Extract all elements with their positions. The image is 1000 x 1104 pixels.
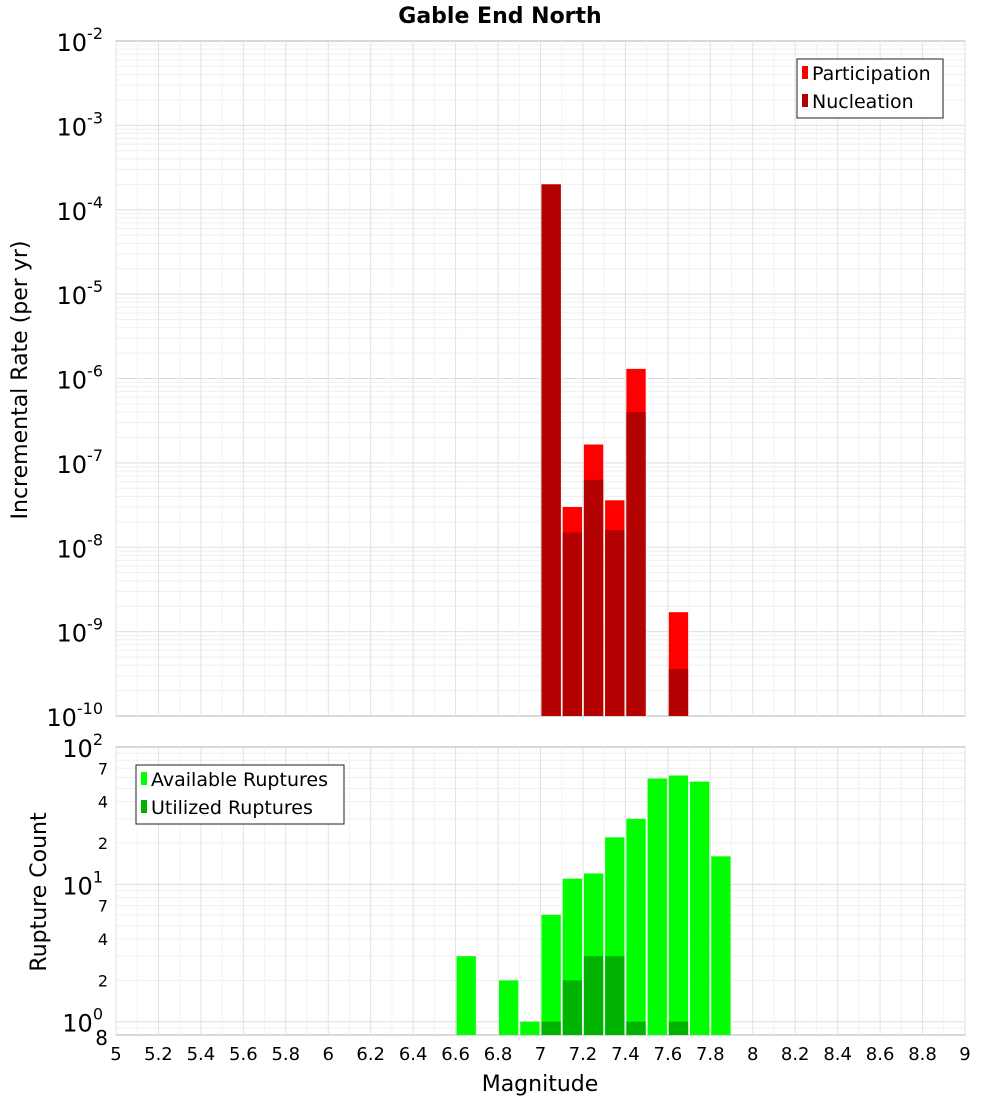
- bar-utilized-ruptures: [626, 1021, 646, 1035]
- y-axis-label-rate: Incremental Rate (per yr): [8, 241, 33, 520]
- y-tick-label: 2: [98, 834, 108, 853]
- bar-nucleation: [541, 184, 561, 717]
- x-tick-label: 5.2: [144, 1044, 173, 1065]
- y-tick-label: 10-9: [57, 615, 104, 648]
- x-tick-label: 6.4: [399, 1044, 428, 1065]
- y-tick-label: 4: [98, 793, 108, 812]
- x-tick-label: 8.6: [866, 1044, 895, 1065]
- y-tick-label: 7: [98, 897, 108, 916]
- x-tick-label: 6.6: [441, 1044, 470, 1065]
- chart-title: Gable End North: [398, 4, 601, 29]
- legend-label: Nucleation: [812, 91, 914, 113]
- bar-utilized-ruptures: [605, 956, 625, 1035]
- x-tick-label: 8.2: [781, 1044, 810, 1065]
- legend-box: [135, 764, 345, 825]
- bar-nucleation: [626, 412, 646, 716]
- x-tick-label: 5: [110, 1044, 121, 1065]
- bar-nucleation: [562, 532, 582, 716]
- y-tick-label: 10-4: [57, 193, 104, 226]
- bar-available-ruptures: [499, 980, 519, 1035]
- y-tick-label: 10-8: [57, 530, 104, 563]
- bar-utilized-ruptures: [668, 1021, 689, 1035]
- y-tick-label: 10-3: [57, 108, 104, 141]
- x-tick-label: 6.2: [356, 1044, 385, 1065]
- legend-label: Participation: [812, 63, 931, 85]
- x-tick-label: 7: [535, 1044, 546, 1065]
- legend-swatch: [141, 800, 147, 813]
- x-tick-label: 8.8: [908, 1044, 937, 1065]
- bar-available-ruptures: [541, 914, 561, 1035]
- x-tick-label: 7.8: [696, 1044, 725, 1065]
- bar-available-ruptures: [711, 856, 731, 1035]
- legend-box: [796, 58, 944, 119]
- bar-available-ruptures: [520, 1021, 540, 1035]
- legend-swatch: [141, 772, 147, 785]
- x-tick-label: 9: [959, 1044, 970, 1065]
- x-axis-label: Magnitude: [482, 1072, 599, 1097]
- legend-label: Available Ruptures: [151, 769, 328, 791]
- bar-nucleation: [583, 479, 604, 716]
- x-tick-label: 7.6: [654, 1044, 683, 1065]
- x-tick-label: 8.4: [823, 1044, 852, 1065]
- bar-available-ruptures: [647, 778, 667, 1035]
- legend-swatch: [802, 94, 808, 107]
- bar-available-ruptures: [690, 781, 710, 1035]
- y-tick-label: 10-5: [57, 277, 104, 310]
- y-tick-label: 2: [98, 971, 108, 990]
- y-tick-label: 10-10: [46, 699, 103, 732]
- bar-available-ruptures: [456, 956, 476, 1035]
- x-tick-label: 7.4: [611, 1044, 640, 1065]
- bar-utilized-ruptures: [541, 1021, 561, 1035]
- y-tick-label: 8: [95, 1026, 108, 1050]
- bar-nucleation: [668, 669, 689, 716]
- bar-available-ruptures: [668, 775, 689, 1035]
- x-tick-label: 5.4: [187, 1044, 216, 1065]
- x-tick-label: 5.6: [229, 1044, 258, 1065]
- y-tick-label: 10-2: [57, 24, 104, 57]
- y-tick-label: 4: [98, 930, 108, 949]
- y-tick-label: 102: [62, 730, 103, 763]
- bar-available-ruptures: [626, 818, 646, 1035]
- legend-swatch: [802, 66, 808, 79]
- bar-utilized-ruptures: [562, 980, 582, 1035]
- y-tick-label: 10-7: [57, 446, 104, 479]
- x-tick-label: 8: [747, 1044, 758, 1065]
- y-tick-label: 100: [62, 1005, 103, 1038]
- y-tick-label: 10-6: [57, 362, 104, 395]
- x-tick-label: 5.8: [271, 1044, 300, 1065]
- y-tick-label: 101: [62, 867, 103, 900]
- x-tick-label: 6.8: [484, 1044, 513, 1065]
- bar-utilized-ruptures: [583, 956, 604, 1035]
- y-tick-label: 7: [98, 759, 108, 778]
- legend-label: Utilized Ruptures: [151, 797, 313, 819]
- x-tick-label: 6: [323, 1044, 334, 1065]
- x-tick-label: 7.2: [569, 1044, 598, 1065]
- bar-nucleation: [605, 530, 625, 716]
- y-axis-label-count: Rupture Count: [27, 812, 52, 972]
